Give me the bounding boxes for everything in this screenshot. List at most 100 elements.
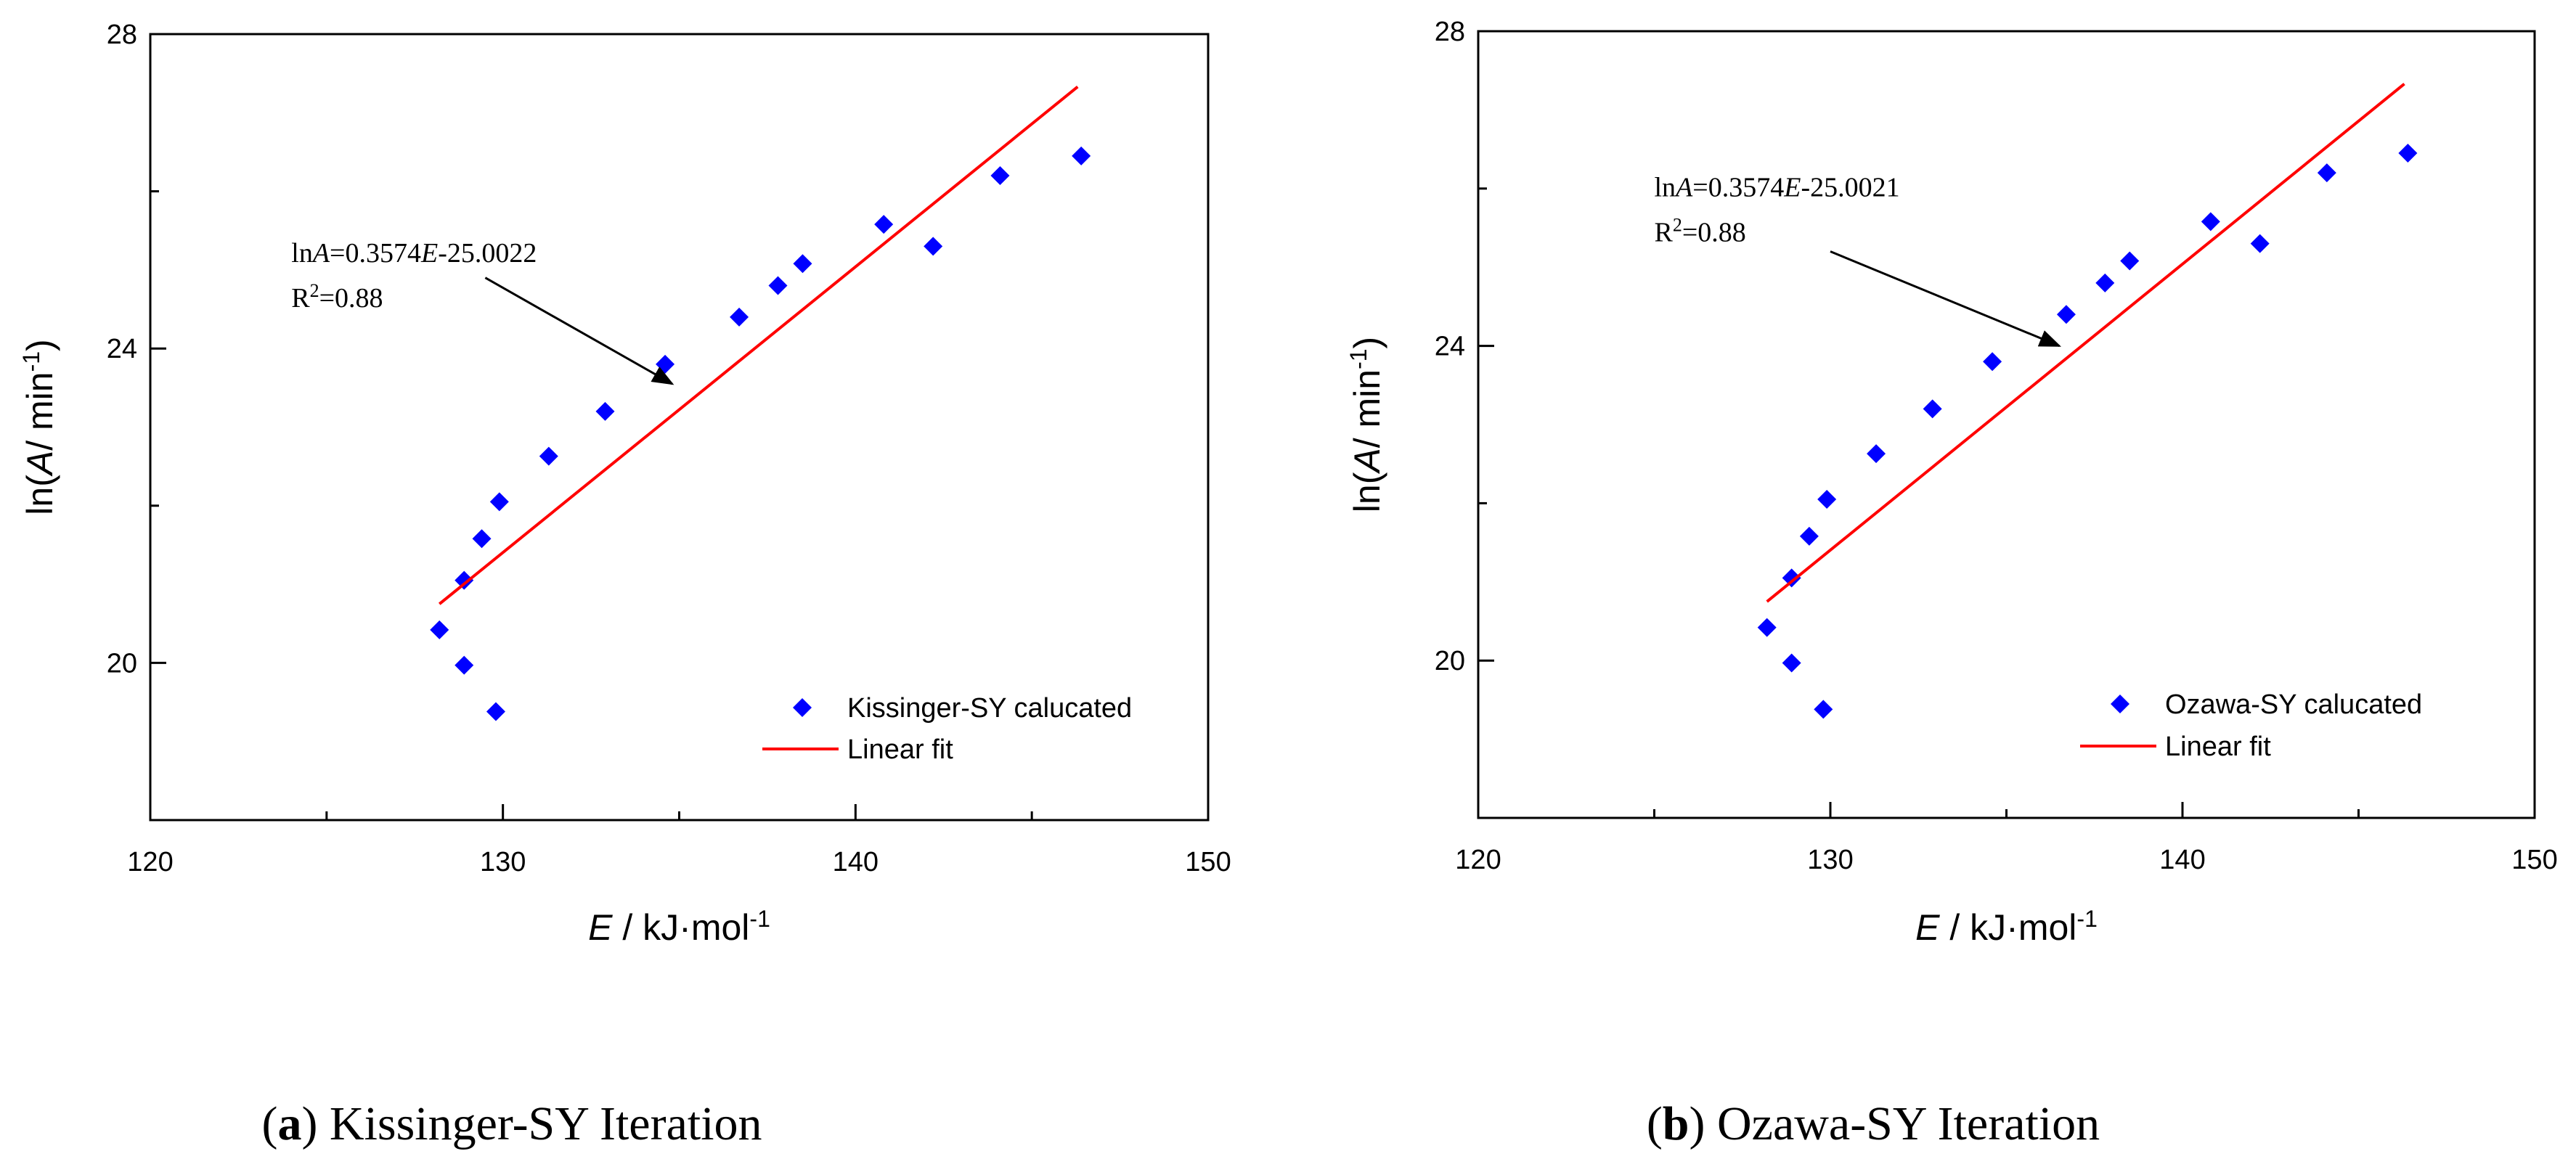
- fit-equation-e: E: [420, 238, 438, 269]
- caption-letter: b: [1663, 1097, 1690, 1150]
- y-axis-title-sup: -1: [18, 351, 44, 372]
- x-tick-label: 150: [2511, 845, 2557, 875]
- caption-letter: a: [277, 1097, 301, 1150]
- y-axis-title-var: A: [1347, 448, 1387, 474]
- data-point: [2095, 273, 2115, 292]
- x-axis-title-sup: -1: [2076, 906, 2097, 932]
- x-axis-title-var: E: [1915, 907, 1940, 948]
- x-tick-label: 130: [480, 847, 526, 877]
- x-tick-label: 150: [1185, 847, 1231, 877]
- x-tick-label: 140: [833, 847, 879, 877]
- data-point: [2317, 163, 2336, 183]
- data-point: [1799, 526, 1819, 546]
- data-point: [1782, 568, 1801, 588]
- data-point: [793, 254, 812, 274]
- r-squared-sup: 2: [1673, 214, 1682, 235]
- data-point: [539, 446, 558, 466]
- x-axis-title-var: E: [588, 907, 613, 948]
- legend-marker-scatter: [793, 698, 812, 717]
- y-tick-label: 20: [1435, 646, 1465, 676]
- y-axis-title-unit: / min: [20, 372, 60, 450]
- fit-equation-a: A: [1674, 173, 1693, 203]
- data-point: [2056, 305, 2076, 324]
- caption-text: Kissinger-SY Iteration: [330, 1097, 762, 1150]
- legend-label-scatter: Kissinger-SY calucated: [847, 693, 1132, 724]
- caption-paren-open: (: [261, 1097, 277, 1150]
- legend-marker-scatter: [2111, 695, 2129, 713]
- data-point: [1983, 352, 2002, 372]
- y-axis-title-post: ): [20, 339, 60, 351]
- y-axis-title-unit: / min: [1347, 369, 1387, 448]
- y-tick-label: 24: [107, 334, 137, 364]
- x-axis-title: E / kJ·mol-1: [1915, 906, 2098, 948]
- x-axis-title-unit: / kJ·mol: [1940, 907, 2077, 948]
- y-axis-title-var: A: [20, 451, 60, 477]
- data-point: [430, 620, 449, 639]
- x-tick-label: 120: [1455, 845, 1501, 875]
- data-point: [990, 165, 1010, 185]
- fit-line: [438, 86, 1079, 605]
- r-squared-value: =0.88: [1682, 218, 1746, 248]
- data-point: [595, 401, 615, 421]
- caption-paren-open: (: [1647, 1097, 1663, 1150]
- data-point: [1923, 399, 1942, 419]
- y-axis-title-sup: -1: [1345, 348, 1371, 369]
- y-tick-label: 28: [1435, 17, 1465, 47]
- data-point: [472, 529, 492, 549]
- fit-equation-slope: =0.3574: [330, 238, 421, 269]
- legend-label-line: Linear fit: [847, 734, 953, 765]
- data-point: [924, 237, 943, 256]
- data-point: [656, 354, 675, 374]
- data-point: [2250, 234, 2270, 253]
- y-tick-label: 20: [107, 648, 137, 679]
- legend-label-scatter: Ozawa-SY calucated: [2165, 689, 2422, 720]
- legend-label-line: Linear fit: [2165, 732, 2271, 762]
- data-point: [2120, 251, 2140, 271]
- y-axis-title: ln(A/ min-1): [18, 339, 60, 515]
- fit-line: [1766, 83, 2405, 603]
- x-axis-title: E / kJ·mol-1: [588, 906, 770, 948]
- data-point: [1782, 653, 1801, 673]
- panel-caption: (a) Kissinger-SY Iteration: [261, 1097, 762, 1150]
- data-point: [768, 276, 788, 295]
- fit-equation: lnA=0.3574E-25.0022: [291, 238, 537, 269]
- fit-equation-intercept: -25.0022: [438, 238, 537, 269]
- x-axis-title-unit: / kJ·mol: [613, 907, 750, 948]
- y-axis-title-pre: ln(: [1347, 472, 1387, 512]
- data-point: [1757, 618, 1777, 637]
- caption-text: Ozawa-SY Iteration: [1717, 1097, 2100, 1150]
- y-axis-title-pre: ln(: [20, 475, 60, 515]
- data-point: [730, 307, 749, 327]
- fit-equation-ln: ln: [1655, 173, 1676, 203]
- data-point: [486, 702, 505, 721]
- data-point: [1817, 489, 1837, 509]
- r-squared-value: =0.88: [319, 283, 383, 314]
- fit-equation-ln: ln: [291, 238, 313, 269]
- y-axis-title: ln(A/ min-1): [1345, 337, 1387, 512]
- fit-equation-slope: =0.3574: [1692, 173, 1784, 203]
- x-tick-label: 120: [127, 847, 173, 877]
- annotation-arrow: [1830, 250, 2062, 347]
- data-point: [1867, 444, 1886, 464]
- r-squared: R2=0.88: [1655, 214, 1746, 248]
- y-axis-title-post: ): [1347, 337, 1387, 349]
- fit-equation: lnA=0.3574E-25.0021: [1655, 173, 1900, 203]
- x-tick-label: 140: [2159, 845, 2205, 875]
- data-point: [1814, 700, 1833, 719]
- r-squared-r: R: [291, 283, 310, 314]
- y-tick-label: 28: [107, 20, 137, 50]
- y-tick-label: 24: [1435, 332, 1465, 362]
- fit-equation-e: E: [1783, 173, 1801, 203]
- data-point: [489, 492, 509, 512]
- data-point: [455, 655, 474, 675]
- r-squared-r: R: [1655, 218, 1674, 248]
- r-squared: R2=0.88: [291, 280, 383, 314]
- panel-caption: (b) Ozawa-SY Iteration: [1647, 1097, 2100, 1150]
- fit-equation-intercept: -25.0021: [1801, 173, 1899, 203]
- fit-equation-a: A: [311, 238, 330, 269]
- data-point: [2398, 144, 2418, 163]
- data-point: [874, 215, 894, 234]
- data-point: [1072, 146, 1091, 165]
